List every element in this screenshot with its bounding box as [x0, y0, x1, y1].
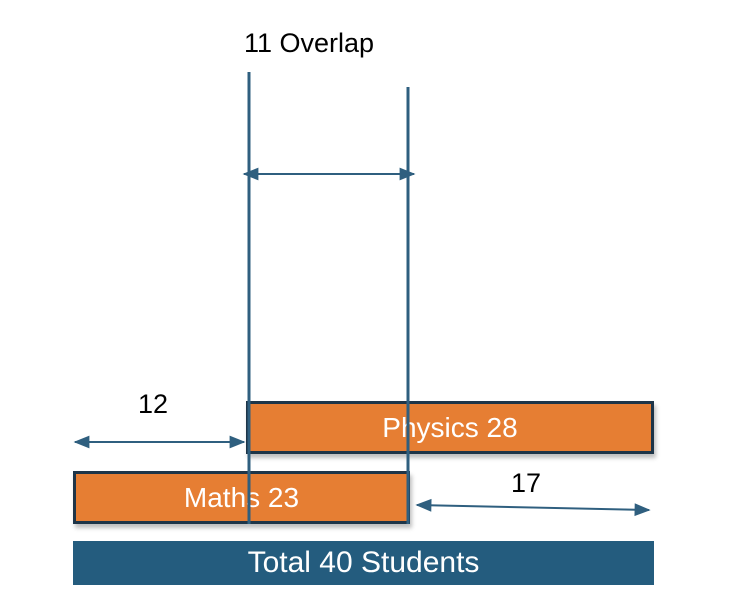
maths-only-arrow — [415, 498, 651, 517]
maths-bar-label: Maths 23 — [183, 481, 300, 513]
physics-bar-label: Physics 28 — [382, 411, 518, 443]
maths-only-count-label: 17 — [511, 468, 542, 498]
total-bar-label: Total 40 Students — [247, 546, 480, 579]
overlap-label: 11 Overlap — [244, 28, 375, 58]
physics-only-count-label: 12 — [138, 389, 169, 419]
maths-bar: Maths 23 — [73, 471, 410, 524]
physics-bar: Physics 28 — [246, 401, 654, 454]
total-bar: Total 40 Students — [73, 541, 654, 585]
